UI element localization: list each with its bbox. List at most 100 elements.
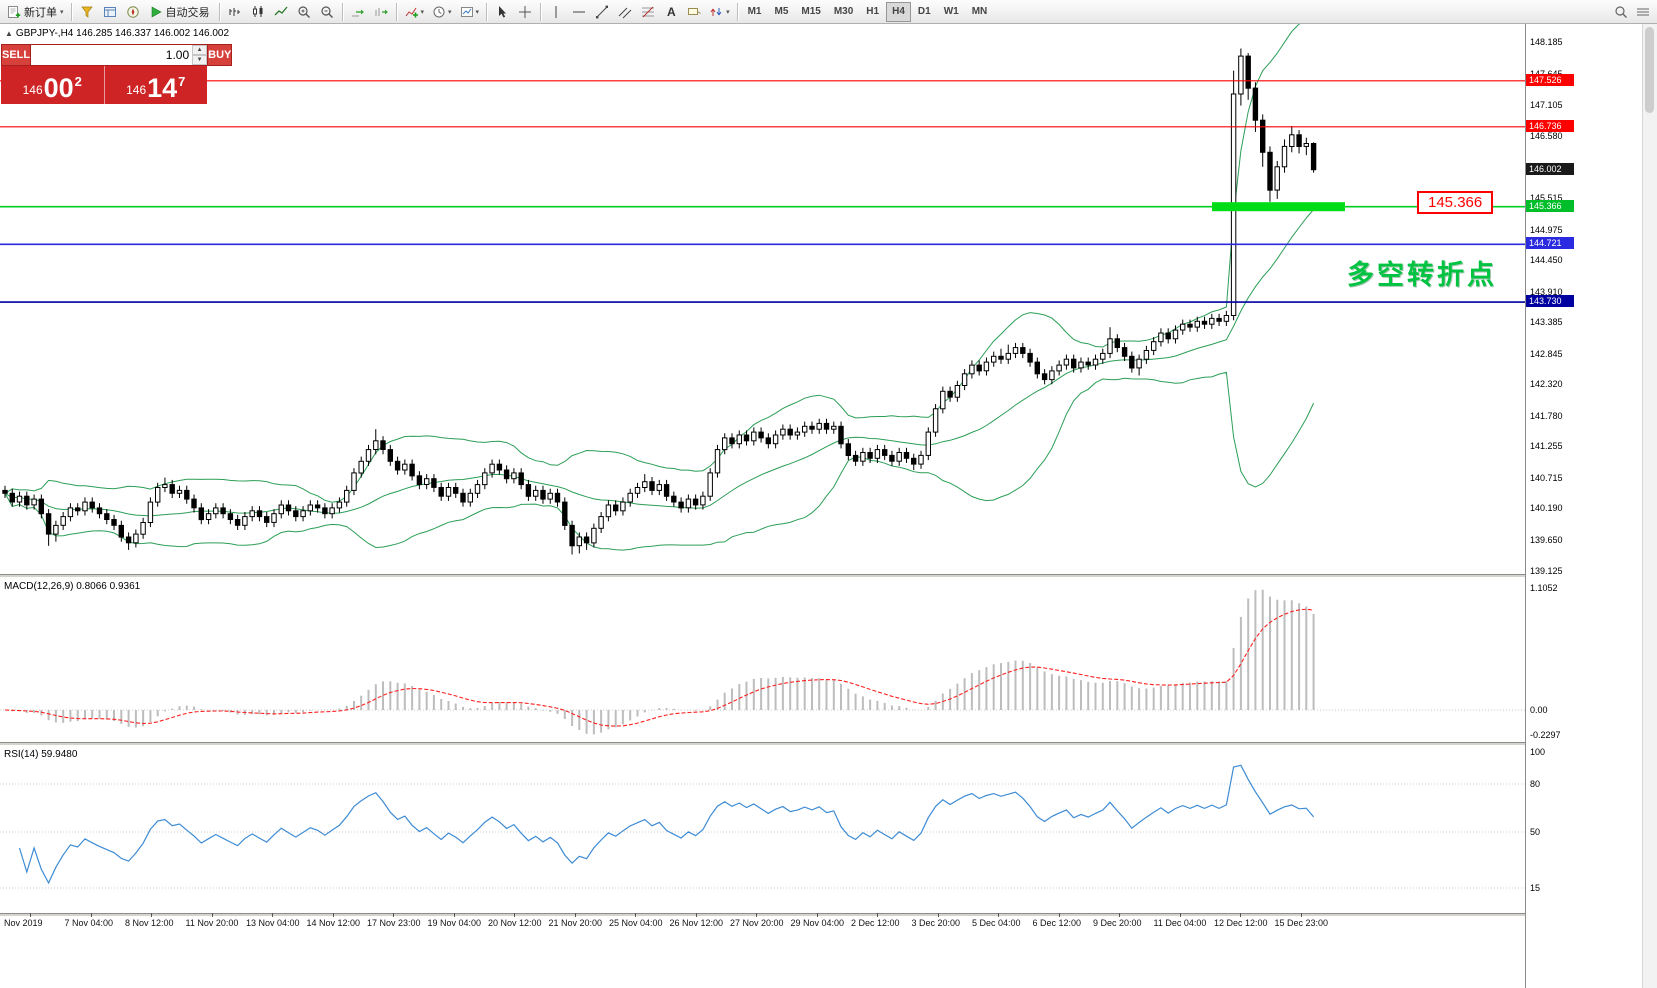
text-icon: A [667, 5, 676, 19]
periods-button[interactable]: ▾ [428, 2, 455, 22]
time-axis-label: 13 Nov 04:00 [246, 918, 300, 928]
quick-search-button[interactable] [1610, 2, 1632, 22]
channel-icon [618, 7, 632, 18]
price-callout-box[interactable]: 145.366 [1417, 191, 1494, 214]
timeframe-m15-button[interactable]: M15 [795, 2, 826, 22]
cursor-icon [499, 5, 507, 17]
volume-up-button[interactable]: ▲ [192, 45, 208, 55]
vertical-scrollbar[interactable] [1642, 24, 1657, 988]
time-axis-label: 21 Nov 20:00 [548, 918, 603, 928]
cursor-tool-button[interactable] [491, 2, 513, 22]
new-order-button[interactable]: 新订单 ▾ [3, 2, 67, 22]
turning-point-annotation[interactable]: 多空转折点 [1347, 260, 1497, 290]
timeframe-mn-button[interactable]: MN [966, 2, 994, 22]
time-axis-label: 11 Dec 04:00 [1153, 918, 1207, 928]
time-axis-label: 26 Nov 12:00 [669, 918, 724, 928]
label-tool-button[interactable] [683, 2, 705, 22]
time-axis-label: 27 Nov 20:00 [730, 918, 784, 928]
time-axis-label: 7 Nov 04:00 [64, 918, 114, 928]
volume-field: ▲ ▼ [31, 44, 208, 66]
time-axis-label: 2 Dec 12:00 [851, 918, 900, 928]
crosshair-tool-button[interactable] [514, 2, 536, 22]
autotrading-button[interactable]: 自动交易 [145, 2, 215, 22]
timeframe-m1-button[interactable]: M1 [742, 2, 768, 22]
time-axis-label: 5 Dec 04:00 [972, 918, 1021, 928]
horizontal-line-tool-button[interactable] [568, 2, 590, 22]
pane-separator[interactable] [0, 574, 1643, 578]
navigator-icon [126, 5, 139, 18]
chevron-down-icon: ▾ [60, 8, 64, 16]
toolbar-separator [486, 2, 488, 21]
arrows-tool-button[interactable]: ▾ [706, 2, 733, 22]
bar-chart-icon [229, 7, 240, 16]
buy-price-display[interactable]: 146 14 7 [104, 66, 207, 104]
fibonacci-tool-button[interactable] [637, 2, 659, 22]
trendline-tool-button[interactable] [591, 2, 613, 22]
navigator-button[interactable] [122, 2, 144, 22]
time-axis-label: 17 Nov 23:00 [367, 918, 421, 928]
search-icon [1615, 5, 1627, 18]
chevron-down-icon: ▾ [475, 8, 480, 16]
toolbar-separator [736, 2, 738, 21]
sell-button[interactable]: SELL [1, 44, 32, 66]
time-axis-label: 14 Nov 12:00 [306, 918, 361, 928]
timeframe-w1-button[interactable]: W1 [938, 2, 965, 22]
data-window-button[interactable] [99, 2, 121, 22]
timeframe-d1-button[interactable]: D1 [912, 2, 937, 22]
templates-button[interactable]: ▾ [456, 2, 483, 22]
time-axis-label: 19 Nov 04:00 [427, 918, 482, 928]
sell-price-big: 00 [43, 73, 74, 103]
buy-button[interactable]: BUY [207, 44, 233, 66]
time-axis-label: Nov 2019 [4, 918, 43, 928]
volume-down-button[interactable]: ▼ [192, 55, 208, 65]
scrollbar-thumb[interactable] [1645, 27, 1654, 113]
svg-text:A: A [667, 5, 676, 19]
volume-input[interactable] [31, 45, 193, 65]
timeframe-h4-button[interactable]: H4 [886, 1, 911, 22]
chart-shift-icon [375, 7, 388, 16]
chart-shift-button[interactable] [370, 2, 392, 22]
auto-scroll-button[interactable] [347, 2, 369, 22]
new-order-label: 新订单 [24, 6, 57, 19]
macd-label: MACD(12,26,9) 0.8066 0.9361 [4, 581, 141, 592]
zoom-out-button[interactable] [316, 2, 338, 22]
timeframe-m30-button[interactable]: M30 [828, 2, 859, 22]
bar-chart-mode-button[interactable] [224, 2, 246, 22]
rsi-pane[interactable] [0, 745, 1525, 913]
buy-price-pip: 7 [178, 74, 186, 89]
zoom-in-button[interactable] [293, 2, 315, 22]
timeframe-h1-button[interactable]: H1 [860, 2, 885, 22]
indicators-button[interactable]: ▾ [401, 2, 428, 22]
time-axis-label: 11 Nov 20:00 [185, 918, 239, 928]
sell-price-display[interactable]: 146 00 2 [1, 66, 105, 104]
main-chart-pane[interactable] [0, 24, 1525, 574]
label-icon [688, 7, 701, 15]
data-window-icon [103, 6, 116, 17]
market-watch-button[interactable] [76, 2, 98, 22]
timeframe-m5-button[interactable]: M5 [768, 2, 794, 22]
horizontal-line-icon [573, 11, 586, 12]
sell-price-prefix: 146 [22, 83, 43, 97]
macd-pane[interactable] [0, 577, 1525, 742]
toolbar-separator [70, 2, 72, 21]
line-chart-mode-button[interactable] [270, 2, 292, 22]
zoom-out-icon [320, 5, 333, 18]
toolbar-separator [395, 2, 397, 21]
candlestick-mode-button[interactable] [247, 2, 269, 22]
trendline-icon [596, 5, 609, 18]
toolbar-options-button[interactable] [1632, 2, 1654, 22]
sell-price-pip: 2 [74, 74, 82, 89]
price-axis[interactable] [1525, 24, 1644, 988]
channel-tool-button[interactable] [614, 2, 636, 22]
text-tool-button[interactable]: A [660, 2, 682, 22]
time-axis-label: 9 Dec 20:00 [1093, 918, 1142, 928]
time-axis-label: 15 Dec 23:00 [1274, 918, 1329, 928]
arrows-icon [710, 7, 722, 16]
time-axis-label: 8 Nov 12:00 [125, 918, 174, 928]
tick-up-icon: ▲ [5, 29, 13, 38]
vertical-line-tool-button[interactable] [545, 2, 567, 22]
toolbar-separator [218, 2, 220, 21]
buy-price-prefix: 146 [126, 83, 147, 97]
pane-separator[interactable] [0, 742, 1643, 746]
